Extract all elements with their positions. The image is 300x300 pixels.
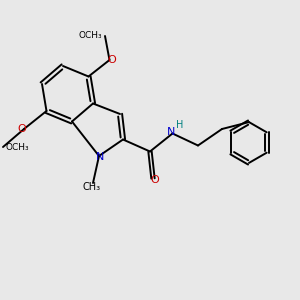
Text: O: O xyxy=(150,175,159,185)
Text: H: H xyxy=(176,120,184,130)
Text: N: N xyxy=(167,127,175,137)
Text: CH₃: CH₃ xyxy=(82,182,100,192)
Text: O: O xyxy=(18,124,27,134)
Text: O: O xyxy=(107,55,116,65)
Text: N: N xyxy=(96,152,105,163)
Text: OCH₃: OCH₃ xyxy=(6,143,30,152)
Text: OCH₃: OCH₃ xyxy=(78,31,102,40)
